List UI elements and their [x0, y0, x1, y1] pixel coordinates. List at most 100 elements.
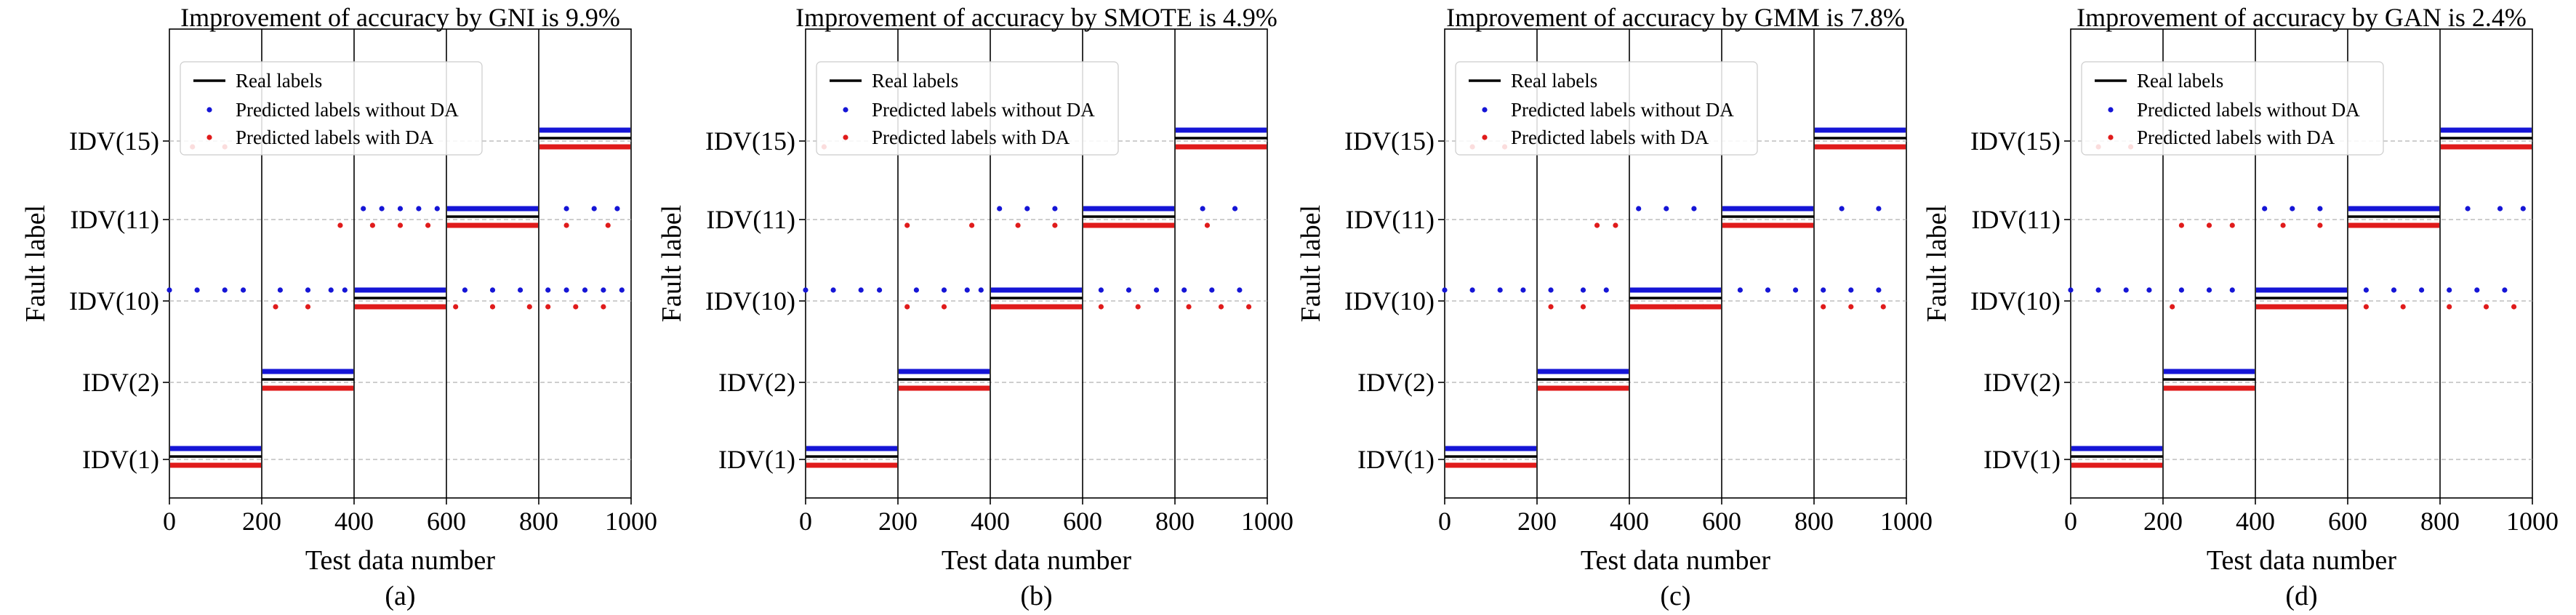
prediction-without-da-point: [1200, 206, 1205, 212]
prediction-with-da-point: [904, 304, 910, 310]
prediction-without-da-point: [619, 287, 625, 293]
x-tick-label: 800: [2420, 507, 2460, 536]
prediction-without-da-point: [1580, 287, 1586, 293]
prediction-without-da-point: [614, 206, 620, 212]
prediction-with-da-point: [2447, 304, 2452, 310]
prediction-without-da-point: [2178, 287, 2184, 293]
prediction-without-da-point: [2262, 206, 2268, 212]
y-tick-label: IDV(11): [706, 205, 795, 234]
plot-frame: [1444, 28, 1907, 499]
plot-frame: [2070, 28, 2533, 499]
prediction-without-da-point: [2474, 287, 2480, 293]
y-tick-label: IDV(15): [1970, 126, 2061, 156]
y-tick-label: IDV(15): [1344, 126, 1435, 156]
prediction-without-da-point: [241, 287, 246, 293]
prediction-without-da-point: [1821, 287, 1826, 293]
chart-title: Improvement of accuracy by SMOTE is 4.9%: [795, 3, 1277, 32]
prediction-without-da-point: [2229, 287, 2235, 293]
prediction-without-da-point: [1442, 287, 1448, 293]
prediction-with-da-point: [1135, 304, 1141, 310]
prediction-with-da-point: [545, 304, 551, 310]
prediction-with-da-point: [601, 304, 606, 310]
legend-without-da-swatch: [843, 107, 848, 113]
plot-frame: [805, 28, 1268, 499]
chart-title: Improvement of accuracy by GAN is 2.4%: [2077, 3, 2527, 32]
prediction-without-da-point: [2447, 287, 2452, 293]
legend-without-da-label: Predicted labels without DA: [236, 99, 459, 121]
prediction-without-da-point: [2502, 287, 2508, 293]
y-tick-label: IDV(2): [1983, 368, 2061, 397]
prediction-without-da-point: [305, 287, 311, 293]
x-tick-label: 400: [334, 507, 374, 536]
prediction-with-da-point: [941, 304, 947, 310]
prediction-with-da-point: [605, 222, 611, 228]
prediction-with-da-point: [1580, 304, 1586, 310]
prediction-with-da-point: [2511, 304, 2517, 310]
prediction-without-da-point: [591, 206, 597, 212]
prediction-without-da-point: [194, 287, 200, 293]
prediction-without-da-point: [563, 206, 569, 212]
prediction-without-da-point: [1848, 287, 1854, 293]
prediction-without-da-point: [489, 287, 496, 293]
prediction-without-da-point: [1126, 287, 1132, 293]
prediction-without-da-point: [1232, 206, 1238, 212]
prediction-with-da-point: [337, 222, 343, 228]
prediction-with-da-point: [2206, 222, 2212, 228]
legend-without-da-swatch: [1482, 107, 1488, 113]
prediction-with-da-point: [904, 222, 910, 228]
prediction-without-da-point: [462, 287, 468, 293]
prediction-with-da-point: [1672, 304, 1679, 310]
y-tick-label: IDV(10): [705, 286, 795, 315]
x-tick-label: 200: [878, 507, 918, 536]
prediction-without-da-point: [964, 287, 970, 293]
prediction-with-da-point: [1701, 304, 1706, 310]
legend-without-da-swatch: [206, 107, 212, 113]
legend-with-da-swatch: [1482, 134, 1488, 140]
legend-real-label: Real labels: [872, 70, 958, 92]
prediction-with-da-point: [1880, 304, 1886, 310]
y-tick-label: IDV(10): [1344, 286, 1435, 315]
chart-panel: IDV(1) IDV(2) IDV(10) IDV(11) IDV(15) 0 200 400…: [1296, 3, 1933, 611]
prediction-without-da-point: [1664, 206, 1669, 212]
x-tick-label: 200: [242, 507, 281, 536]
legend-without-da-swatch: [2108, 107, 2114, 113]
prediction-without-da-point: [2497, 206, 2503, 212]
legend-real-label: Real labels: [236, 70, 322, 92]
x-tick-label: 600: [2328, 507, 2367, 536]
legend-without-da-label: Predicted labels without DA: [872, 99, 1095, 121]
prediction-without-da-point: [997, 206, 1003, 212]
chart-panel: IDV(1) IDV(2) IDV(10) IDV(11) IDV(15) 0 200 400…: [1922, 3, 2559, 611]
prediction-without-da-point: [1497, 287, 1503, 293]
panel-label: (c): [1660, 581, 1690, 611]
prediction-without-da-point: [518, 287, 523, 293]
prediction-without-da-point: [545, 287, 551, 293]
prediction-without-da-point: [1154, 287, 1160, 293]
prediction-without-da-point: [1636, 206, 1642, 212]
prediction-without-da-point: [2419, 287, 2425, 293]
x-tick-label: 800: [519, 507, 558, 536]
y-tick-label: IDV(15): [705, 126, 795, 156]
legend-with-da-label: Predicted labels with DA: [1511, 126, 1709, 148]
prediction-without-da-point: [222, 287, 228, 293]
legend-with-da-label: Predicted labels with DA: [872, 126, 1070, 148]
prediction-without-da-point: [1737, 287, 1743, 293]
x-tick-label: 800: [1794, 507, 1834, 536]
x-tick-label: 1000: [1241, 507, 1293, 536]
prediction-without-da-point: [2068, 287, 2074, 293]
legend: Real labels Predicted labels without DA Pr…: [2081, 61, 2384, 156]
prediction-without-da-point: [2290, 206, 2295, 212]
prediction-without-da-point: [1548, 287, 1554, 293]
prediction-without-da-point: [328, 287, 334, 293]
prediction-without-da-point: [2095, 287, 2101, 293]
prediction-without-da-point: [803, 287, 808, 293]
prediction-without-da-point: [978, 287, 984, 293]
prediction-without-da-point: [1765, 287, 1771, 293]
prediction-with-da-point: [453, 304, 459, 310]
chart-panel: IDV(1) IDV(2) IDV(10) IDV(11) IDV(15) 0 200 400…: [20, 3, 657, 611]
prediction-without-da-point: [877, 287, 883, 293]
prediction-without-da-point: [2363, 287, 2369, 293]
legend-without-da-label: Predicted labels without DA: [2137, 99, 2360, 121]
prediction-with-da-point: [1548, 304, 1554, 310]
prediction-with-da-point: [1204, 222, 1211, 228]
